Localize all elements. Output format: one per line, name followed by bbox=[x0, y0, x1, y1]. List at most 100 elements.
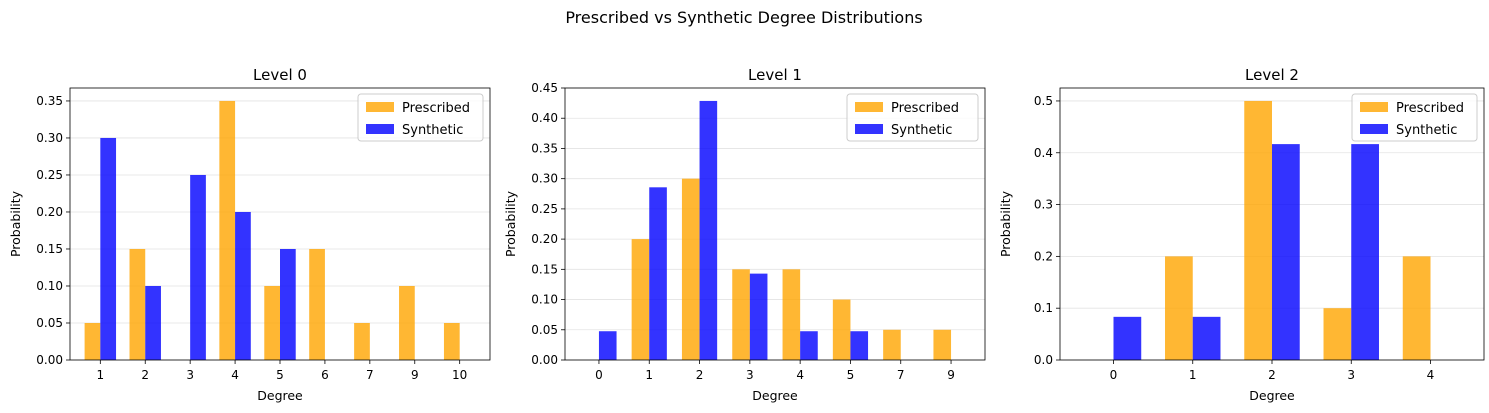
bar-synthetic bbox=[749, 273, 768, 360]
bar-synthetic bbox=[100, 137, 117, 360]
bar-prescribed bbox=[832, 299, 851, 360]
x-tick-label: 3 bbox=[186, 368, 194, 382]
y-tick-label: 0.2 bbox=[1034, 249, 1053, 263]
y-tick-label: 0.00 bbox=[531, 353, 558, 367]
y-tick-label: 0.20 bbox=[36, 205, 63, 219]
x-tick-label: 7 bbox=[897, 368, 905, 382]
x-tick-label: 3 bbox=[746, 368, 754, 382]
axes-frame bbox=[69, 87, 491, 361]
bar-synthetic bbox=[649, 187, 667, 360]
x-tick-label: 0 bbox=[1110, 368, 1118, 382]
bar-synthetic bbox=[1351, 144, 1379, 360]
axes-frame bbox=[1059, 87, 1485, 361]
bar-prescribed bbox=[309, 248, 325, 360]
x-tick-label: 3 bbox=[1347, 368, 1355, 382]
y-tick-label: 0.25 bbox=[531, 202, 558, 216]
legend-swatch-synthetic bbox=[1360, 124, 1388, 134]
y-tick-label: 0.35 bbox=[531, 141, 558, 155]
x-tick-label: 10 bbox=[452, 368, 467, 382]
x-tick-label: 9 bbox=[411, 368, 419, 382]
bar-prescribed bbox=[219, 100, 236, 360]
y-tick-label: 0.30 bbox=[36, 131, 63, 145]
chart-level-0: 0.00 0.05 0.10 0.15 0.20 0.25 0.30 0.35 1 2 3 4 5 6 7 9… bbox=[8, 66, 491, 403]
bar-prescribed bbox=[1244, 100, 1272, 360]
x-tick-label: 4 bbox=[1427, 368, 1435, 382]
x-tick-label: 1 bbox=[1189, 368, 1197, 382]
bar-prescribed bbox=[264, 285, 280, 360]
bar-synthetic bbox=[1113, 316, 1142, 360]
bar-synthetic bbox=[850, 331, 869, 360]
y-tick-label: 0.1 bbox=[1034, 301, 1053, 315]
bar-prescribed bbox=[399, 285, 415, 360]
bar-prescribed bbox=[883, 329, 901, 360]
x-tick-label: 1 bbox=[645, 368, 653, 382]
figure-title: Prescribed vs Synthetic Degree Distribut… bbox=[565, 8, 922, 27]
legend-label-synthetic: Synthetic bbox=[891, 123, 952, 138]
x-tick-label: 5 bbox=[847, 368, 855, 382]
bar-synthetic bbox=[145, 285, 161, 360]
x-tick-label: 1 bbox=[97, 368, 105, 382]
y-tick-label: 0.25 bbox=[36, 168, 63, 182]
bar-prescribed bbox=[782, 269, 801, 360]
y-tick-label: 0.0 bbox=[1034, 353, 1053, 367]
y-tick-label: 0.35 bbox=[36, 94, 63, 108]
bar-prescribed bbox=[354, 322, 370, 360]
x-tick-label: 9 bbox=[947, 368, 955, 382]
legend: Prescribed Synthetic bbox=[846, 93, 979, 142]
legend-swatch-synthetic bbox=[366, 124, 394, 134]
y-tick-label: 0.00 bbox=[36, 353, 63, 367]
legend: Prescribed Synthetic bbox=[357, 93, 484, 142]
bar-prescribed bbox=[933, 329, 952, 360]
y-tick-label: 0.3 bbox=[1034, 198, 1053, 212]
bar-synthetic bbox=[280, 248, 296, 360]
x-tick-label: 5 bbox=[276, 368, 284, 382]
x-tick-label: 2 bbox=[696, 368, 704, 382]
y-tick-label: 0.15 bbox=[531, 262, 558, 276]
x-tick-label: 0 bbox=[595, 368, 603, 382]
y-axis-label: Probability bbox=[8, 190, 23, 257]
chart-level-1: 0.00 0.05 0.10 0.15 0.20 0.25 0.30 0.35 0.40 0.45… bbox=[503, 66, 986, 403]
y-tick-label: 0.05 bbox=[531, 323, 558, 337]
bar-synthetic bbox=[699, 100, 718, 360]
bar-prescribed bbox=[1323, 308, 1352, 360]
legend-swatch-synthetic bbox=[855, 124, 883, 134]
y-tick-label: 0.15 bbox=[36, 242, 63, 256]
x-tick-label: 4 bbox=[231, 368, 239, 382]
bar-prescribed bbox=[1165, 256, 1193, 360]
bar-prescribed bbox=[1402, 256, 1431, 360]
bar-synthetic bbox=[235, 211, 251, 360]
bar-synthetic bbox=[190, 174, 206, 360]
y-tick-label: 0.40 bbox=[531, 111, 558, 125]
legend-label-prescribed: Prescribed bbox=[891, 101, 959, 116]
x-axis-label: Degree bbox=[257, 388, 303, 403]
axes-frame bbox=[564, 87, 986, 361]
legend: Prescribed Synthetic bbox=[1351, 93, 1478, 142]
bar-synthetic bbox=[1272, 144, 1300, 360]
x-tick-label: 7 bbox=[366, 368, 374, 382]
y-tick-label: 0.45 bbox=[531, 81, 558, 95]
chart-title: Level 1 bbox=[748, 66, 802, 84]
bar-synthetic bbox=[598, 331, 617, 360]
x-tick-label: 2 bbox=[1268, 368, 1276, 382]
chart-title: Level 0 bbox=[253, 66, 307, 84]
chart-title: Level 2 bbox=[1245, 66, 1299, 84]
legend-swatch-prescribed bbox=[1360, 102, 1388, 112]
x-axis-label: Degree bbox=[752, 388, 798, 403]
bar-prescribed bbox=[84, 322, 101, 360]
x-axis-label: Degree bbox=[1249, 388, 1295, 403]
bar-prescribed bbox=[631, 239, 650, 360]
x-tick-label: 2 bbox=[141, 368, 149, 382]
x-tick-label: 6 bbox=[321, 368, 329, 382]
legend-swatch-prescribed bbox=[855, 102, 883, 112]
legend-label-prescribed: Prescribed bbox=[402, 101, 470, 116]
bar-prescribed bbox=[129, 248, 146, 360]
bar-synthetic bbox=[1192, 316, 1221, 360]
y-tick-label: 0.10 bbox=[531, 293, 558, 307]
chart-level-2: 0.0 0.1 0.2 0.3 0.4 0.5 0 1 2 3 4 Level 2 Degree Prob… bbox=[998, 66, 1485, 403]
bar-prescribed bbox=[681, 178, 700, 360]
legend-label-synthetic: Synthetic bbox=[402, 123, 463, 138]
axes-container: 0.000.050.100.150.200.250.300.351 2 3 4 5 6 7 9… bbox=[8, 66, 1485, 403]
legend-label-prescribed: Prescribed bbox=[1396, 101, 1464, 116]
y-tick-label: 0.20 bbox=[531, 232, 558, 246]
